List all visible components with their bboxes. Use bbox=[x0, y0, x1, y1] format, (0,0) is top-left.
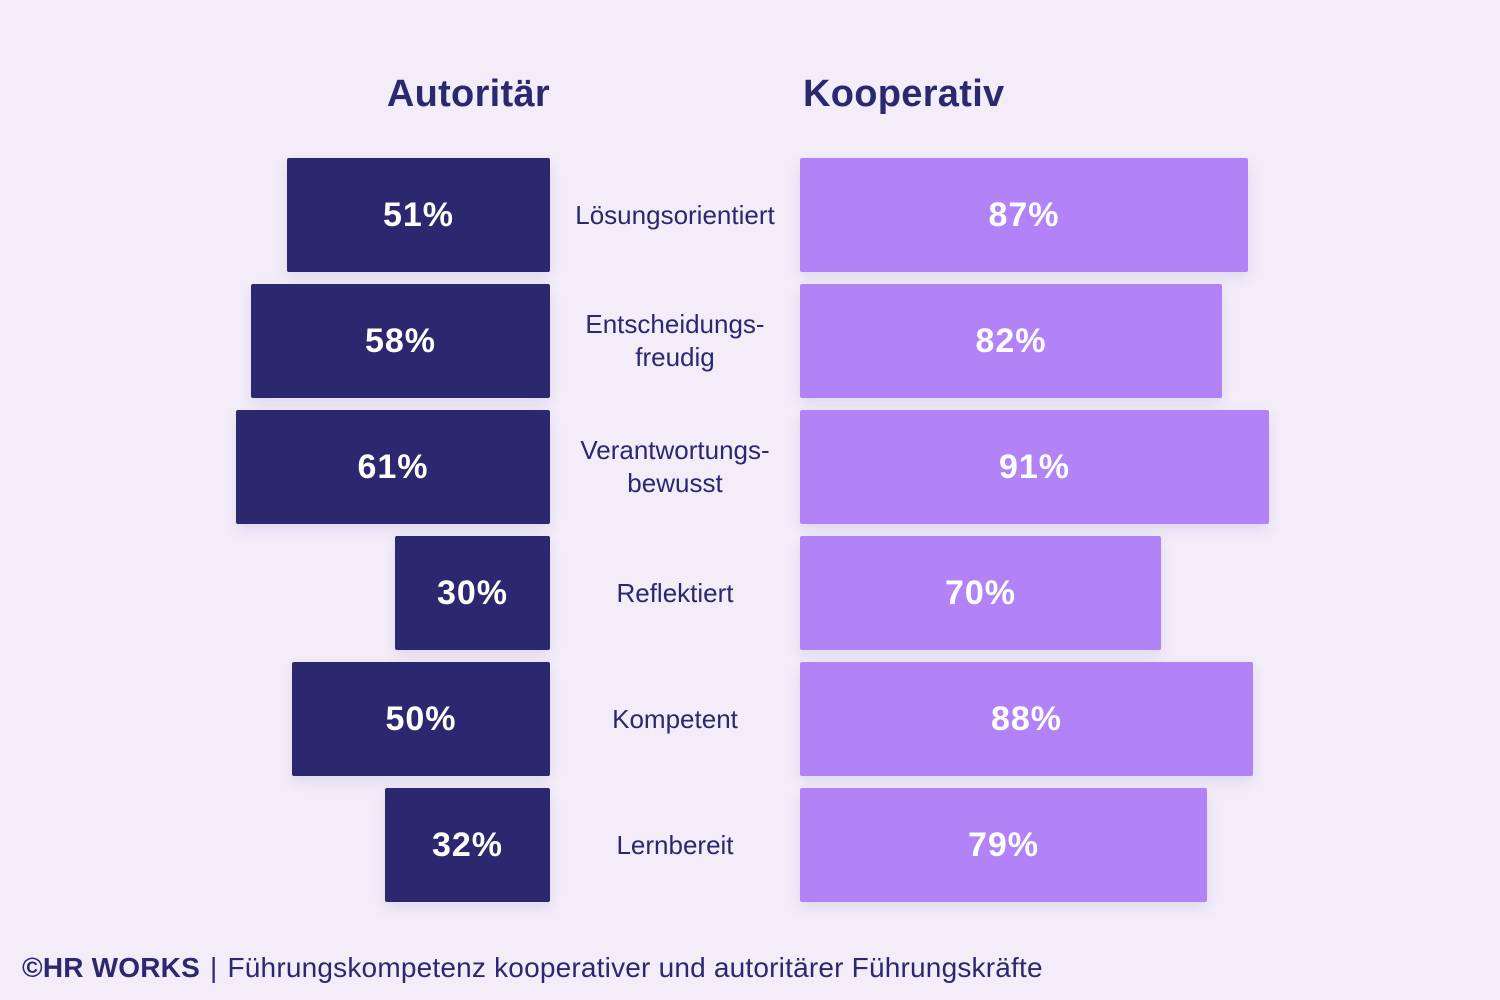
bar-value-label: 79% bbox=[967, 825, 1040, 864]
autoritaer-bar-zone: 50% bbox=[0, 662, 550, 776]
category-label: Kompetent bbox=[612, 703, 738, 734]
bar-value-label: 70% bbox=[944, 573, 1017, 612]
bar-autoritaer: 50% bbox=[292, 662, 550, 776]
category-zone: Verantwortungs- bewusst bbox=[550, 410, 800, 524]
chart-row-loesungsorientiert: 51% Lösungsorientiert 87% bbox=[0, 158, 1500, 272]
caption-text: Führungskompetenz kooperativer und autor… bbox=[227, 952, 1043, 983]
bar-autoritaer: 61% bbox=[236, 410, 550, 524]
category-label: Lernbereit bbox=[616, 829, 734, 860]
autoritaer-bar-zone: 30% bbox=[0, 536, 550, 650]
bar-value-label: 82% bbox=[975, 321, 1047, 360]
column-header-kooperativ: Kooperativ bbox=[803, 73, 1005, 115]
bar-value-label: 88% bbox=[990, 699, 1063, 738]
bar-kooperativ: 88% bbox=[800, 662, 1253, 776]
chart-row-kompetent: 50% Kompetent 88% bbox=[0, 662, 1500, 776]
bar-kooperativ: 87% bbox=[800, 158, 1248, 272]
autoritaer-bar-zone: 61% bbox=[0, 410, 550, 524]
chart-row-lernbereit: 32% Lernbereit 79% bbox=[0, 788, 1500, 902]
category-label: Entscheidungs- freudig bbox=[585, 309, 765, 372]
bar-kooperativ: 79% bbox=[800, 788, 1207, 902]
brand-label: ©HR WORKS bbox=[22, 952, 200, 983]
bar-value-label: 58% bbox=[364, 321, 437, 360]
bar-kooperativ: 82% bbox=[800, 284, 1222, 398]
kooperativ-bar-zone: 79% bbox=[800, 788, 1500, 902]
category-label: Reflektiert bbox=[616, 577, 734, 608]
bar-value-label: 51% bbox=[382, 195, 455, 234]
category-zone: Entscheidungs- freudig bbox=[550, 284, 800, 398]
category-zone: Lernbereit bbox=[550, 788, 800, 902]
chart-row-verantwortungsbewusst: 61% Verantwortungs- bewusst 91% bbox=[0, 410, 1500, 524]
bar-value-label: 61% bbox=[357, 447, 429, 486]
category-zone: Kompetent bbox=[550, 662, 800, 776]
bar-kooperativ: 70% bbox=[800, 536, 1161, 650]
bar-autoritaer: 58% bbox=[251, 284, 550, 398]
chart-row-entscheidungsfreudig: 58% Entscheidungs- freudig 82% bbox=[0, 284, 1500, 398]
bar-kooperativ: 91% bbox=[800, 410, 1269, 524]
kooperativ-bar-zone: 91% bbox=[800, 410, 1500, 524]
autoritaer-bar-zone: 51% bbox=[0, 158, 550, 272]
kooperativ-bar-zone: 88% bbox=[800, 662, 1500, 776]
category-zone: Reflektiert bbox=[550, 536, 800, 650]
kooperativ-bar-zone: 87% bbox=[800, 158, 1500, 272]
category-label: Lösungsorientiert bbox=[575, 199, 775, 230]
chart-row-reflektiert: 30% Reflektiert 70% bbox=[0, 536, 1500, 650]
autoritaer-bar-zone: 58% bbox=[0, 284, 550, 398]
bar-autoritaer: 32% bbox=[385, 788, 550, 902]
bar-value-label: 32% bbox=[431, 825, 504, 864]
bar-value-label: 30% bbox=[436, 573, 509, 612]
chart-rows: 51% Lösungsorientiert 87% 58% Entscheidu… bbox=[0, 158, 1500, 914]
category-label: Verantwortungs- bewusst bbox=[580, 435, 770, 498]
source-caption: ©HR WORKS | Führungskompetenz kooperativer… bbox=[22, 952, 1043, 984]
bar-value-label: 91% bbox=[998, 447, 1071, 486]
bar-autoritaer: 30% bbox=[395, 536, 550, 650]
bar-value-label: 87% bbox=[988, 195, 1060, 234]
bar-value-label: 50% bbox=[385, 699, 457, 738]
category-zone: Lösungsorientiert bbox=[550, 158, 800, 272]
autoritaer-bar-zone: 32% bbox=[0, 788, 550, 902]
caption-separator: | bbox=[209, 952, 218, 983]
column-header-autoritaer: Autoritär bbox=[386, 73, 550, 115]
kooperativ-bar-zone: 82% bbox=[800, 284, 1500, 398]
bar-autoritaer: 51% bbox=[287, 158, 550, 272]
kooperativ-bar-zone: 70% bbox=[800, 536, 1500, 650]
